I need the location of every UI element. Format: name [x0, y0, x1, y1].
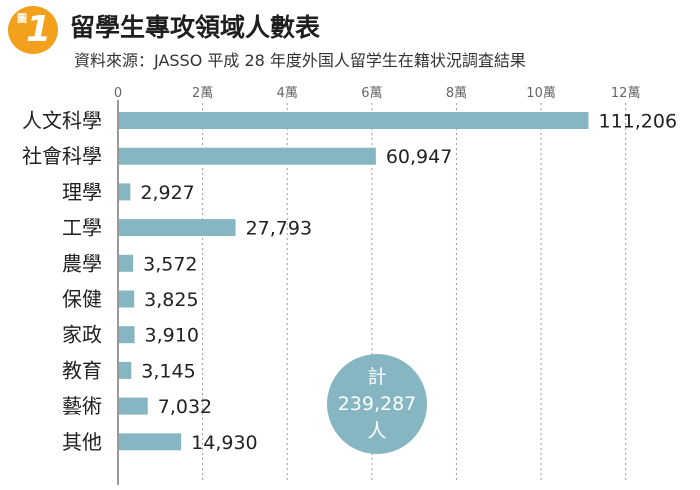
- value-label: 111,206: [598, 111, 677, 133]
- category-label: 農學: [62, 251, 102, 275]
- category-label: 人文科學: [22, 109, 102, 133]
- category-label: 教育: [62, 358, 102, 382]
- value-label: 3,572: [143, 253, 197, 275]
- category-label: 理學: [62, 180, 102, 204]
- category-label: 藝術: [62, 394, 102, 418]
- x-tick-labels: 0 2萬 4萬 6萬 8萬 10萬 12萬: [114, 86, 641, 101]
- value-label: 14,930: [191, 432, 257, 454]
- bar: [119, 397, 148, 415]
- category-label: 保健: [62, 287, 102, 311]
- value-label: 60,947: [386, 146, 452, 168]
- figure-badge-char: 圖: [17, 14, 27, 25]
- bar: [119, 147, 376, 165]
- x-tick-label: 8萬: [446, 86, 467, 101]
- chart-subtitle: 資料來源：JASSO 平成 28 年度外国人留学生在籍状況調査結果: [74, 51, 526, 70]
- value-label: 27,793: [246, 218, 312, 240]
- category-label: 工學: [62, 216, 102, 240]
- bar: [119, 361, 132, 379]
- category-label: 社會科學: [22, 144, 102, 168]
- bars: [119, 112, 589, 451]
- bar: [119, 219, 236, 237]
- bar: [119, 326, 135, 344]
- category-label: 其他: [62, 430, 102, 454]
- x-tick-label: 2萬: [192, 86, 213, 101]
- chart-title: 留學生專攻領域人數表: [70, 13, 321, 42]
- total-value: 239,287: [338, 393, 417, 415]
- value-labels: 111,206 60,947 2,927 27,793 3,572 3,825 3,910 3…: [140, 111, 677, 454]
- bar: [119, 183, 131, 201]
- x-tick-label: 6萬: [361, 86, 382, 101]
- value-label: 2,927: [140, 182, 194, 204]
- total-label-bottom: 人: [367, 420, 386, 442]
- figure-badge: 圖 1: [8, 6, 58, 54]
- chart-header: 圖 1 留學生專攻領域人數表 資料來源：JASSO 平成 28 年度外国人留学生…: [0, 0, 700, 80]
- x-tick-label: 4萬: [277, 86, 298, 101]
- bar: [119, 254, 134, 272]
- bar: [119, 112, 589, 129]
- value-label: 3,825: [144, 289, 198, 311]
- total-circle: [327, 354, 427, 454]
- category-label: 家政: [62, 323, 102, 347]
- x-tick-label: 12萬: [611, 86, 641, 101]
- x-tick-label: 10萬: [526, 86, 556, 101]
- value-label: 3,145: [141, 360, 195, 382]
- value-label: 3,910: [145, 325, 199, 347]
- bar: [119, 433, 182, 451]
- total-badge: 計 239,287 人: [327, 354, 427, 454]
- figure-badge-number: 1: [26, 9, 52, 50]
- value-label: 7,032: [158, 396, 212, 418]
- bar: [119, 290, 135, 308]
- x-tick-label: 0: [114, 86, 122, 101]
- total-label-top: 計: [367, 366, 386, 388]
